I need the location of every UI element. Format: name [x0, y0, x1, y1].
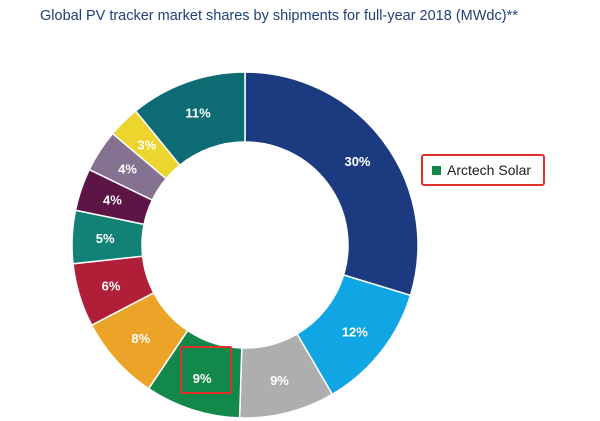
legend-arctech-solar: Arctech Solar [421, 154, 545, 186]
slice-label-1: 12% [342, 324, 368, 339]
chart-title: Global PV tracker market shares by shipm… [40, 8, 518, 24]
legend-label: Arctech Solar [447, 162, 532, 178]
slice-10 [134, 71, 246, 167]
slice-label-8: 4% [118, 161, 137, 176]
slice-label-10: 11% [185, 106, 211, 121]
slice-label-5: 6% [102, 278, 121, 293]
slice-0 [244, 71, 419, 297]
slice-label-3: 9% [193, 371, 212, 386]
slice-label-6: 5% [96, 231, 115, 246]
legend-swatch [432, 165, 441, 175]
slice-label-0: 30% [344, 154, 370, 169]
highlight-box [180, 346, 232, 394]
slice-label-4: 8% [131, 331, 150, 346]
slice-label-2: 9% [270, 373, 289, 388]
slices-layer [71, 71, 419, 419]
labels-layer: 30%12%9%9%8%6%5%4%4%3%11% [96, 106, 371, 389]
slice-label-9: 3% [137, 138, 156, 153]
slice-label-7: 4% [103, 193, 122, 208]
